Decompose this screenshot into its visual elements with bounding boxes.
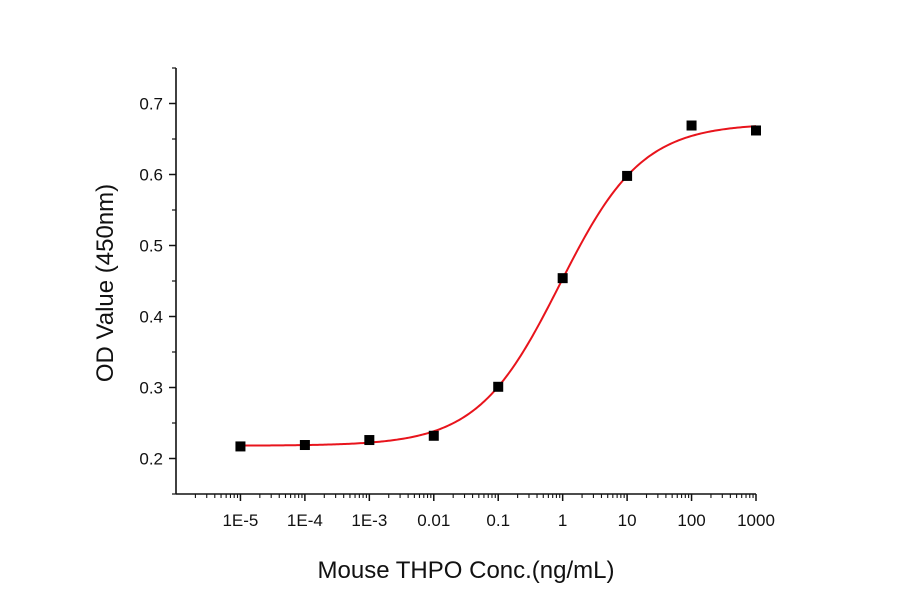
- x-tick-label: 0.1: [486, 511, 510, 530]
- data-point: [493, 381, 504, 392]
- axes: 0.2 0.3 0.4 0.5 0.6 0.7 1E-5 1E-4 1E-3 0.01 0.1 1 10…: [139, 67, 775, 530]
- x-tick-label: 0.01: [417, 511, 450, 530]
- y-tick-label: 0.5: [139, 237, 163, 256]
- data-point: [428, 430, 439, 441]
- y-tick-label: 0.4: [139, 308, 163, 327]
- data-point: [622, 170, 633, 181]
- y-tick-label: 0.3: [139, 379, 163, 398]
- data-point: [686, 120, 697, 131]
- y-tick-label: 0.2: [139, 450, 163, 469]
- data-point: [364, 435, 375, 446]
- y-tick-label: 0.7: [139, 95, 163, 114]
- data-point: [751, 125, 761, 136]
- x-axis-title: Mouse THPO Conc.(ng/mL): [318, 557, 615, 584]
- x-tick-label: 1000: [737, 511, 775, 530]
- data-points: [235, 120, 761, 452]
- x-tick-label: 1E-5: [222, 511, 258, 530]
- data-point: [299, 440, 310, 451]
- y-tick-label: 0.6: [139, 166, 163, 185]
- x-tick-label: 100: [677, 511, 705, 530]
- x-tick-label: 1E-4: [287, 511, 323, 530]
- y-axis-title: OD Value (450nm): [92, 184, 119, 382]
- fit-curve-group: [240, 125, 757, 447]
- data-point: [557, 273, 568, 284]
- fit-curve: [240, 125, 757, 447]
- x-tick-label: 10: [618, 511, 637, 530]
- x-tick-label: 1E-3: [351, 511, 387, 530]
- data-point: [235, 441, 246, 452]
- x-tick-label: 1: [558, 511, 567, 530]
